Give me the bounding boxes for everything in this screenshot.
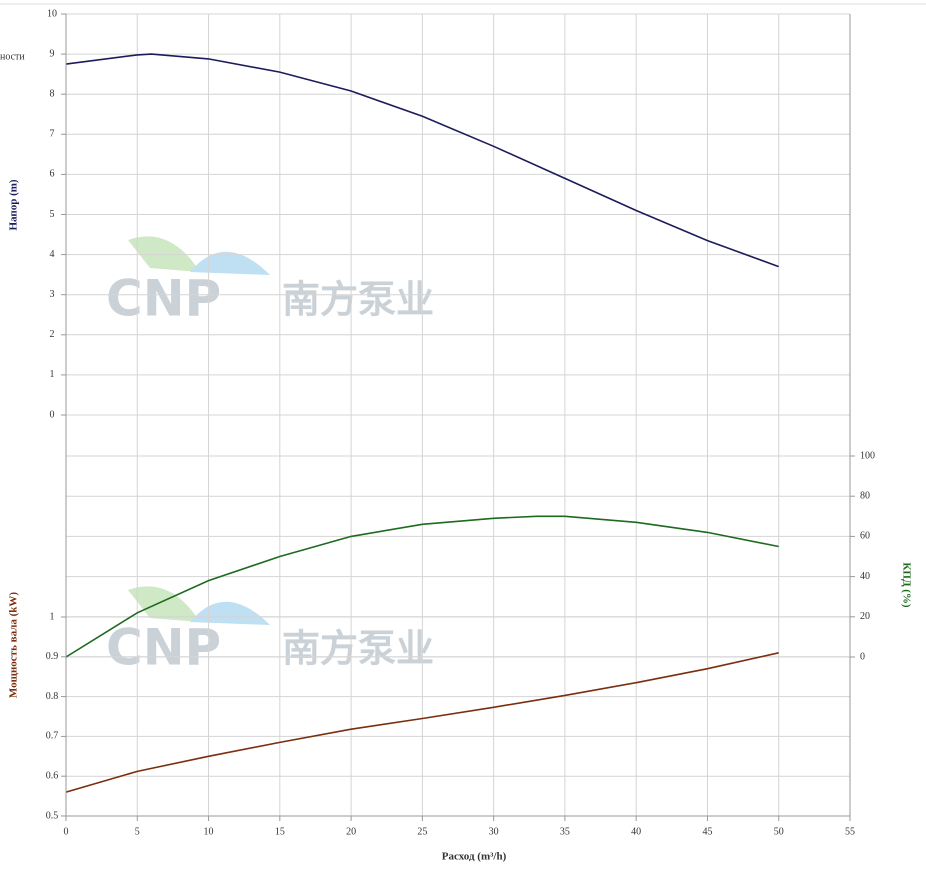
y2-tick-label: 80 bbox=[860, 490, 870, 501]
y-tick-label: 1 bbox=[50, 611, 55, 622]
x-tick-label: 30 bbox=[489, 826, 499, 837]
y-tick-label: 0.9 bbox=[46, 651, 59, 662]
y-tick-label: 6 bbox=[50, 169, 55, 180]
y-tick-label: 0.7 bbox=[46, 731, 59, 742]
y-tick-label: 5 bbox=[50, 209, 55, 220]
x-tick-label: 40 bbox=[631, 826, 641, 837]
y-tick-label: 8 bbox=[50, 88, 55, 99]
y-tick-label: 7 bbox=[50, 129, 55, 140]
x-tick-label: 35 bbox=[560, 826, 570, 837]
y2-axis-label: КПД (%) bbox=[900, 562, 912, 608]
y2-tick-label: 40 bbox=[860, 571, 870, 582]
x-tick-label: 20 bbox=[346, 826, 356, 837]
y2-tick-label: 0 bbox=[860, 651, 865, 662]
logo-leaf bbox=[190, 251, 270, 275]
watermark-name: 南方泵业 bbox=[282, 278, 434, 322]
x-tick-label: 50 bbox=[774, 826, 784, 837]
y2-tick-label: 100 bbox=[860, 450, 875, 461]
y-axis-label: Напор (m) bbox=[8, 179, 20, 230]
curve bbox=[65, 53, 779, 268]
x-tick-label: 55 bbox=[845, 826, 855, 837]
y-tick-label: 0.5 bbox=[46, 810, 59, 821]
x-tick-label: 5 bbox=[135, 826, 140, 837]
y-axis-label: Мощность вала (kW) bbox=[8, 592, 20, 698]
x-axis-label: Расход (m³/h) bbox=[442, 851, 507, 863]
x-tick-label: 25 bbox=[417, 826, 427, 837]
curve bbox=[65, 515, 779, 658]
y2-tick-label: 60 bbox=[860, 531, 870, 542]
grid bbox=[65, 13, 851, 817]
curve bbox=[65, 652, 779, 793]
y-tick-label: 10 bbox=[47, 8, 57, 19]
logo-leaf bbox=[128, 586, 200, 622]
y-tick-label: 3 bbox=[50, 289, 55, 300]
y-tick-label: 9 bbox=[50, 48, 55, 59]
x-tick-label: 0 bbox=[64, 826, 69, 837]
y2-tick-label: 20 bbox=[860, 611, 870, 622]
watermark-name: 南方泵业 bbox=[282, 627, 434, 671]
x-tick-label: 15 bbox=[275, 826, 285, 837]
y-tick-label: 2 bbox=[50, 329, 55, 340]
watermark-brand: CNP bbox=[106, 270, 221, 328]
y-tick-label: 4 bbox=[50, 249, 55, 260]
y-tick-label: 0.8 bbox=[46, 691, 59, 702]
y-tick-label: 0.6 bbox=[46, 770, 59, 781]
logo-leaf bbox=[190, 601, 270, 625]
y-tick-label: 0 bbox=[50, 409, 55, 420]
x-tick-label: 45 bbox=[702, 826, 712, 837]
partial-label: ности bbox=[0, 51, 25, 62]
watermark-brand: CNP bbox=[106, 619, 221, 677]
watermark: CNP 南方泵业 CNP 南方泵业 bbox=[106, 236, 434, 677]
y-tick-label: 1 bbox=[50, 369, 55, 380]
x-tick-label: 10 bbox=[204, 826, 214, 837]
